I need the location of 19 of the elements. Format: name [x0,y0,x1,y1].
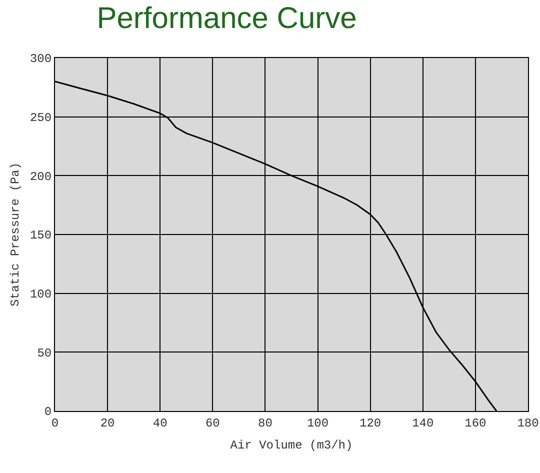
y-tick-label: 250 [30,111,52,126]
x-tick-label: 40 [152,416,168,430]
x-tick-label: 20 [100,416,115,430]
x-tick-label: 140 [412,416,434,430]
x-tick-label: 60 [205,416,220,430]
x-tick-label: 180 [517,416,539,430]
chart-title: Performance Curve [96,2,357,36]
y-tick-label: 0 [44,405,52,420]
x-tick-label: 100 [306,416,329,430]
x-tick-label: 160 [464,416,486,430]
x-tick-label: 80 [258,416,272,430]
y-tick-label: 50 [37,346,52,360]
y-tick-label: 200 [30,170,52,184]
y-tick-label: 100 [30,288,52,302]
x-axis-title: Air Volume (m3/h) [230,438,353,452]
y-tick-label: 300 [30,52,52,66]
y-axis-title: Static Pressure (Pa) [8,162,22,307]
y-tick-label: 150 [30,228,52,243]
x-tick-label: 120 [360,416,382,430]
